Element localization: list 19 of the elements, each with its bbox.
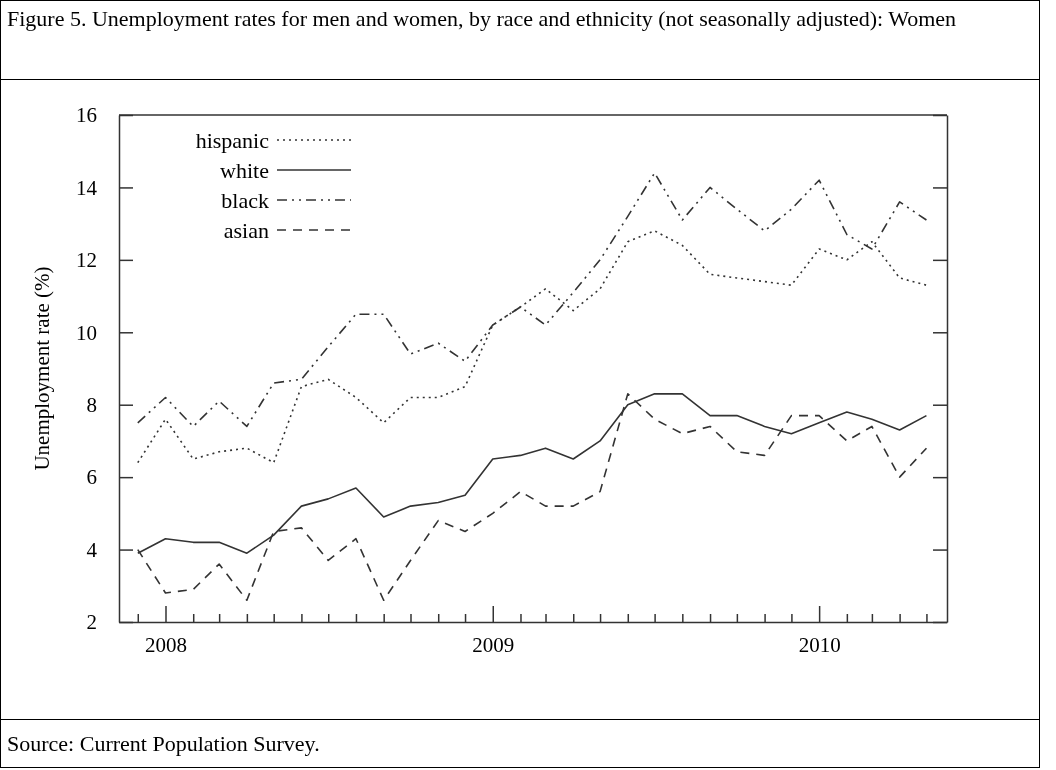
- legend-label: black: [221, 187, 269, 213]
- y-tick-label: 10: [76, 320, 97, 345]
- legend-label: white: [220, 157, 269, 183]
- chart-title: Figure 5. Unemployment rates for men and women, by race and ethnicity (not seasonally adjusted): Women: [1, 1, 1039, 80]
- y-tick-label: 16: [76, 103, 97, 128]
- y-tick-label: 12: [76, 248, 97, 273]
- source-note: Source: Current Population Survey.: [1, 719, 1039, 767]
- x-tick-label: 2008: [145, 633, 187, 658]
- x-tick-label: 2009: [472, 633, 515, 658]
- y-tick-label: 14: [76, 175, 98, 200]
- x-tick-label: 2010: [798, 633, 841, 658]
- y-tick-label: 6: [86, 465, 97, 490]
- y-axis-title: Unemployment rate (%): [30, 266, 54, 471]
- legend-label: hispanic: [195, 127, 270, 153]
- y-tick-label: 4: [86, 537, 98, 562]
- y-tick-label: 8: [86, 392, 97, 417]
- y-tick-label: 2: [86, 610, 97, 635]
- legend-label: asian: [223, 217, 269, 243]
- line-series: [136, 393, 928, 602]
